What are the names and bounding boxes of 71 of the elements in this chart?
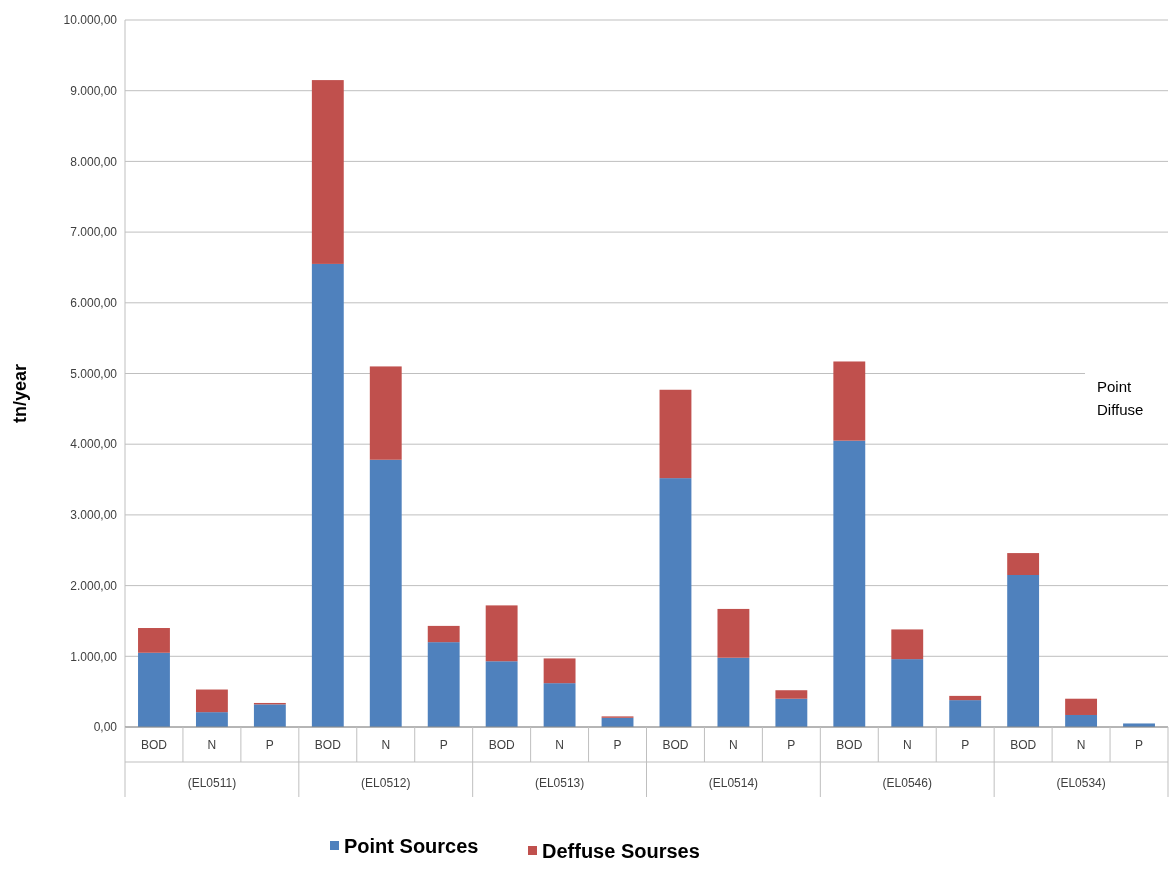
y-tick-label: 10.000,00 [63,13,118,28]
x-tick-label: N [902,738,912,752]
legend-label: Point Sources [344,835,479,857]
x-tick-label: BOD [314,738,342,752]
text: (EL0546) [882,776,932,790]
bar [427,642,460,727]
bar [1007,553,1040,575]
bar [485,605,518,662]
bar [311,263,344,727]
bar [949,700,982,727]
bar [253,704,286,727]
annotation: Point [1097,378,1133,395]
bar [369,366,402,460]
x-tick-label: N [207,738,217,752]
bar [833,361,866,441]
x-tick-label: N [729,738,738,752]
bar [311,80,344,264]
x-tick-label: BOD [140,738,168,752]
x-tick-label: BOD [836,738,863,752]
bar [717,608,750,658]
x-tick-label: BOD [662,738,689,752]
x-tick-label: P [613,738,622,752]
y-axis-title: tn/year [10,363,30,424]
bar [949,695,982,701]
bar [138,628,170,653]
y-tick-label: 6.000,00 [70,296,118,310]
annotation: Diffuse [1097,401,1144,418]
x-tick-label: P [1135,738,1144,752]
x-tick-label: N [555,738,564,752]
bar [775,698,808,727]
bar [659,389,692,479]
bar [195,689,228,713]
bar [485,661,518,727]
x-tick-label: N [1076,738,1086,752]
y-tick-label: 9.000,00 [70,83,118,98]
bar [369,459,402,727]
bar [427,625,460,643]
y-tick-label: 8.000,00 [70,154,118,169]
bar [833,440,866,727]
x-tick-label: BOD [1010,738,1037,752]
y-tick-label: 0,00 [93,720,118,735]
bar [1065,698,1098,715]
bar [1007,575,1040,727]
x-tick-label: P [439,738,448,752]
legend-label: Deffuse Sourses [542,840,700,862]
x-tick-label: P [961,738,970,752]
bar [659,478,692,727]
bar [138,652,170,727]
text: (EL0514) [708,776,759,790]
x-tick-label: N [381,738,391,752]
text: (EL0534) [1056,776,1106,790]
text: (EL0511) [187,776,237,790]
bar [891,659,924,727]
x-tick-label: BOD [488,738,515,752]
bar [775,690,808,699]
y-tick-label: 2.000,00 [70,578,118,593]
bar [543,683,576,727]
text: (EL0513) [534,776,585,790]
bar [891,629,924,660]
y-tick-label: 3.000,00 [70,508,118,523]
bar [195,712,228,727]
x-tick-label: P [265,738,274,752]
y-tick-label: 5.000,00 [70,366,118,381]
y-tick-label: 4.000,00 [70,437,118,452]
text: (EL0512) [361,776,411,790]
bar [543,658,576,684]
x-tick-label: P [787,738,796,752]
y-tick-label: 7.000,00 [70,225,118,240]
bar [717,657,750,727]
bar [1065,714,1098,727]
y-tick-label: 1.000,00 [70,649,118,664]
